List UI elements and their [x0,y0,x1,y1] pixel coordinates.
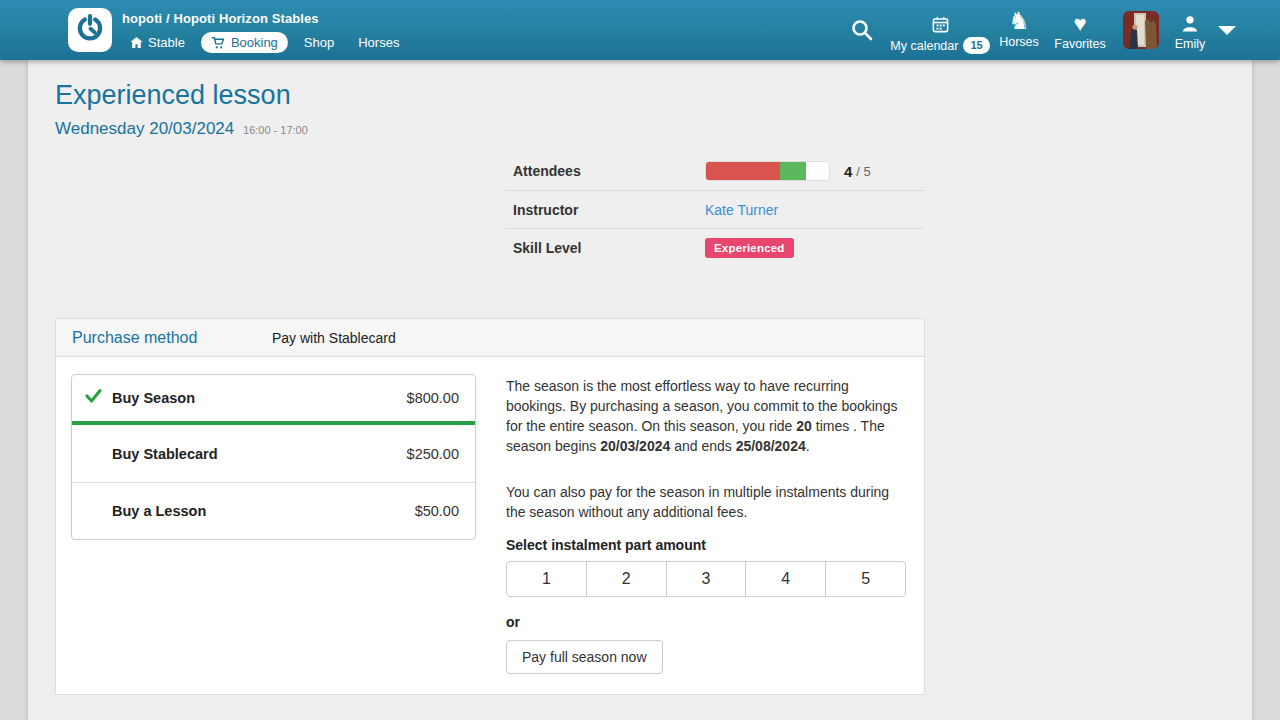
option-buy-season[interactable]: Buy Season $800.00 [72,375,475,425]
instalment-option-3[interactable]: 3 [666,562,746,596]
attendees-label: Attendees [505,163,705,179]
instalment-option-4[interactable]: 4 [745,562,825,596]
progress-segment-green [780,162,806,180]
pay-full-season-button[interactable]: Pay full season now [506,640,663,674]
option-label: Buy Season [112,390,195,406]
cart-icon [211,36,226,50]
nav-item-label: Horses [358,35,399,50]
skill-level-label: Skill Level [505,240,705,256]
nav-favorites[interactable]: ♥ Favorites [1049,12,1111,51]
nav-item-label: Shop [304,35,334,50]
favorites-label: Favorites [1054,37,1105,51]
purchase-method-card: Purchase method Pay with Stablecard Buy … [55,318,925,695]
option-label: Buy Stablecard [112,446,218,462]
hopoti-logo-icon [75,13,105,47]
option-buy-lesson[interactable]: Buy a Lesson $50.00 [72,482,475,539]
breadcrumb[interactable]: hopoti / Hopoti Horizon Stables [122,11,319,26]
user-avatar[interactable] [1123,11,1159,49]
nav-item-stable[interactable]: Stable [122,32,193,53]
nav-item-horses[interactable]: Horses [350,32,407,53]
attendees-count: 4 [844,163,852,180]
or-label: or [506,614,910,630]
purchase-method-header: Purchase method Pay with Stablecard [56,319,924,357]
option-price: $800.00 [407,390,459,406]
skill-level-badge: Experienced [705,238,794,258]
lesson-details-table: Attendees 4 / 5 Instructor Kate Turner S… [505,152,925,266]
person-icon [1165,12,1215,34]
instalment-description: You can also pay for the season in multi… [506,482,910,522]
nav-item-label: Stable [148,35,185,50]
option-price: $250.00 [407,446,459,462]
option-buy-stablecard[interactable]: Buy Stablecard $250.00 [72,425,475,482]
purchase-method-subtitle: Pay with Stablecard [272,330,396,346]
instructor-row: Instructor Kate Turner [505,190,925,228]
purchase-options-list: Buy Season $800.00 Buy Stablecard $250.0… [71,374,476,540]
season-description: The season is the most effortless way to… [506,376,910,456]
horse-icon: ♞ [1008,10,1030,32]
instalment-button-group: 1 2 3 4 5 [506,561,906,597]
instalment-select-label: Select instalment part amount [506,537,910,553]
lesson-datetime: Wednesday 20/03/2024 16:00 - 17:00 [55,119,308,139]
nav-user[interactable]: Emily [1165,12,1215,51]
nav-item-shop[interactable]: Shop [296,32,342,53]
instalment-option-5[interactable]: 5 [825,562,905,596]
progress-segment-red [706,162,780,180]
attendees-progress-bar [705,161,830,181]
lesson-date: Wednesday 20/03/2024 [55,119,234,138]
season-info-column: The season is the most effortless way to… [506,371,910,674]
nav-item-booking[interactable]: Booking [201,32,288,53]
instructor-label: Instructor [505,202,705,218]
chevron-down-icon[interactable] [1218,26,1236,35]
stable-subnav: Stable Booking Shop Horses [122,32,407,53]
search-icon[interactable] [850,18,874,42]
skill-level-row: Skill Level Experienced [505,228,925,266]
nav-item-label: Booking [231,35,278,50]
instalment-option-1[interactable]: 1 [507,562,586,596]
my-calendar-label: My calendar [890,39,958,53]
horses-label: Horses [999,35,1039,49]
lesson-time: 16:00 - 17:00 [243,124,308,136]
hopoti-logo[interactable] [68,8,112,52]
home-icon [130,36,143,49]
calendar-count-badge: 15 [963,37,989,54]
heart-icon: ♥ [1073,14,1086,34]
option-price: $50.00 [415,503,459,519]
instructor-link[interactable]: Kate Turner [705,202,778,218]
top-navbar: hopoti / Hopoti Horizon Stables Stable B… [0,0,1280,60]
check-icon [84,388,103,409]
user-name-label: Emily [1175,37,1206,51]
attendees-total: / 5 [856,164,870,179]
attendees-row: Attendees 4 / 5 [505,152,925,190]
calendar-icon [890,12,990,34]
purchase-method-title: Purchase method [72,329,197,347]
page-title: Experienced lesson [55,80,291,111]
option-label: Buy a Lesson [112,503,206,519]
nav-horses[interactable]: ♞ Horses [989,10,1049,49]
nav-my-calendar[interactable]: My calendar 15 [890,12,990,54]
instalment-option-2[interactable]: 2 [586,562,666,596]
